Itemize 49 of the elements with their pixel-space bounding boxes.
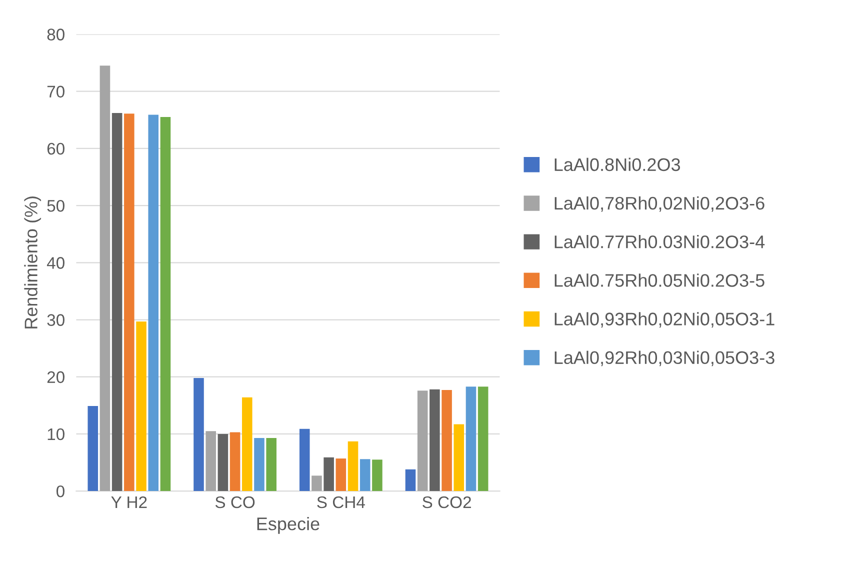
legend-label: LaAl0,93Rh0,02Ni0,05O3-1 <box>554 312 774 328</box>
bar <box>242 397 252 492</box>
x-tick-label: S CH4 <box>317 496 365 508</box>
bar <box>230 432 240 492</box>
bar <box>405 469 416 492</box>
y-tick-label: 50 <box>47 200 64 212</box>
legend-label: LaAl0,92Rh0,03Ni0,05O3-3 <box>554 350 774 366</box>
bar <box>266 438 276 492</box>
y-tick-label: 30 <box>47 314 64 326</box>
y-tick-label: 70 <box>47 86 64 98</box>
bar <box>360 459 370 492</box>
bar <box>336 458 346 492</box>
bar <box>194 378 204 492</box>
bar <box>218 434 228 492</box>
y-tick-label: 80 <box>47 28 64 40</box>
bar <box>124 114 134 492</box>
y-tick-label: 40 <box>46 257 64 269</box>
y-tick-label: 0 <box>56 485 64 498</box>
bar <box>112 113 122 492</box>
bar <box>254 438 264 492</box>
x-tick-label: S CO <box>215 496 255 508</box>
x-tick-label: Y H2 <box>111 496 147 508</box>
legend-label: LaAl0.75Rh0.05Ni0.2O3-5 <box>554 274 764 287</box>
y-axis-title: Rendimiento (%) <box>24 196 42 328</box>
bar <box>466 386 476 492</box>
bar <box>206 431 216 492</box>
bar <box>417 390 428 492</box>
bar <box>160 117 171 492</box>
bar <box>148 114 159 492</box>
bar <box>136 321 146 492</box>
x-tick-label: S CO2 <box>422 496 471 508</box>
y-tick-label: 10 <box>48 428 64 440</box>
bar <box>442 390 452 492</box>
bar <box>478 386 488 492</box>
bar <box>348 441 358 492</box>
bar <box>430 389 440 492</box>
x-axis-title: Especie <box>257 517 320 534</box>
bar <box>372 460 382 492</box>
legend-label: LaAl0.77Rh0.03Ni0.2O3-4 <box>554 234 765 248</box>
y-tick-label: 20 <box>47 371 64 384</box>
bar <box>312 476 322 492</box>
legend-label: LaAl0,78Rh0,02Ni0,2O3-6 <box>554 196 764 212</box>
y-tick-label: 60 <box>47 142 64 155</box>
bar <box>88 406 98 492</box>
bar <box>299 428 310 492</box>
bar <box>454 424 464 492</box>
legend-label: LaAl0.8Ni0.2O3 <box>554 158 680 172</box>
bar <box>100 66 110 492</box>
bar <box>324 457 334 492</box>
